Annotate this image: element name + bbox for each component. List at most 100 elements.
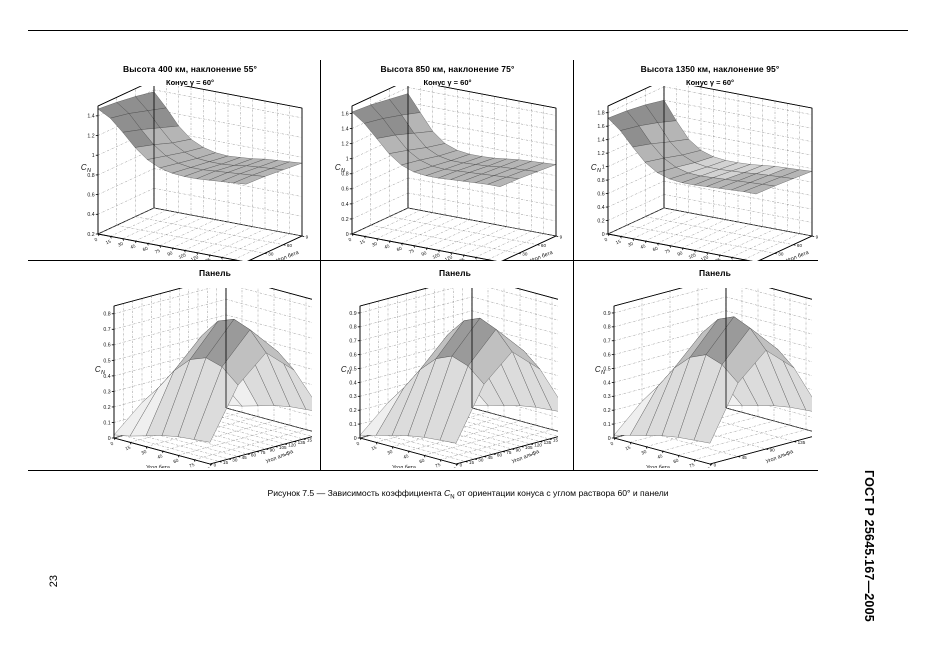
svg-text:0.7: 0.7 [103,327,110,333]
svg-text:0: 0 [602,232,605,238]
svg-text:30: 30 [627,241,634,248]
svg-text:1.8: 1.8 [597,111,604,117]
svg-text:1.2: 1.2 [597,151,604,157]
column-divider-1 [320,60,321,260]
svg-text:0.5: 0.5 [603,366,610,372]
svg-text:150: 150 [215,259,224,261]
svg-text:CN: CN [95,365,105,376]
svg-text:0: 0 [346,232,349,238]
svg-text:0.2: 0.2 [603,408,610,414]
svg-text:30: 30 [232,457,238,462]
svg-text:75: 75 [435,462,442,468]
svg-text:CN: CN [335,163,345,174]
svg-text:0.8: 0.8 [603,325,610,331]
svg-text:120: 120 [700,254,709,261]
svg-text:60: 60 [419,457,426,464]
panel-title-cone-1350: Высота 1350 км, наклонение 95° [640,64,780,74]
svg-text:0.9: 0.9 [349,311,356,317]
svg-text:105: 105 [178,252,187,260]
svg-text:0.2: 0.2 [349,408,356,414]
caption-symbol: C [444,488,451,498]
svg-text:0.8: 0.8 [87,173,94,179]
svg-text:45: 45 [488,455,494,460]
svg-text:90: 90 [205,466,212,468]
svg-text:1.4: 1.4 [597,138,604,144]
svg-text:30: 30 [387,449,394,456]
svg-text:1: 1 [602,165,605,171]
page-number: 23 [48,575,60,588]
svg-text:0.6: 0.6 [349,353,356,359]
svg-text:150: 150 [469,259,478,261]
svg-text:105: 105 [688,252,697,260]
svg-text:30: 30 [268,252,274,257]
svg-text:45: 45 [157,453,164,460]
svg-text:15: 15 [359,238,366,245]
svg-text:0.8: 0.8 [349,325,356,331]
svg-text:60: 60 [673,457,680,464]
svg-text:0.2: 0.2 [87,232,94,238]
svg-text:0.4: 0.4 [341,202,348,208]
svg-text:15: 15 [371,444,378,451]
figure-bottom-rule [28,470,818,471]
svg-text:0.4: 0.4 [349,380,356,386]
svg-text:0: 0 [110,441,115,447]
chart-cone-850: 0 0.2 0.4 0.6 0.8 1 1.2 1.4 1.6 0 15 30 45 60 75 90 105 1… [312,86,562,261]
chart-panel-400: 00.10.20.30.40.50.60.70.8015304560759001… [72,288,312,468]
svg-text:0.1: 0.1 [603,422,610,428]
svg-text:15: 15 [469,460,475,465]
svg-text:0: 0 [108,436,111,442]
svg-text:75: 75 [260,450,266,455]
svg-text:120: 120 [534,442,542,447]
svg-text:75: 75 [408,248,415,255]
caption-symbol-subscript: N [450,494,455,501]
svg-text:15: 15 [223,460,229,465]
surface-plot: 0 0.2 0.4 0.6 0.8 1 1.2 1.4 1.6 1.8 0 15 30 45 60 75 90 1… [591,86,818,261]
svg-text:CN: CN [341,365,351,376]
header-rule [28,30,908,31]
svg-text:0.6: 0.6 [341,187,348,193]
chart-panel-1350: 0 0.1 0.2 0.3 0.4 0.5 0.6 0.7 0.8 0.9 0 15 30 45 60 75 9… [572,288,812,468]
figure-caption: Рисунок 7.5 — Зависимость коэффициента C… [0,488,936,501]
svg-text:1: 1 [92,153,95,159]
svg-text:0.4: 0.4 [597,205,604,211]
svg-text:135: 135 [202,257,211,261]
svg-text:0.8: 0.8 [341,172,348,178]
svg-text:1.4: 1.4 [341,126,348,132]
svg-text:105: 105 [279,445,287,450]
svg-text:Угол бета: Угол бета [392,465,416,468]
svg-text:45: 45 [384,243,391,250]
svg-text:30: 30 [641,449,648,456]
chart-cone-1350: 0 0.2 0.4 0.6 0.8 1 1.2 1.4 1.6 1.8 0 15 30 45 60 75 90 1… [568,86,818,261]
surface-plot: 0.2 0.4 0.6 0.8 1 1.2 1.4 0 15 30 45 60 75 90 105 120 13… [81,86,308,261]
svg-text:105: 105 [525,445,533,450]
svg-text:90: 90 [705,466,712,468]
svg-text:30: 30 [117,241,124,248]
svg-text:0.7: 0.7 [603,339,610,345]
svg-text:0.4: 0.4 [603,380,610,386]
svg-text:1.4: 1.4 [87,114,94,120]
svg-text:CN: CN [81,163,91,174]
svg-text:75: 75 [189,462,196,468]
panel-title-cone-850: Высота 850 км, наклонение 75° [380,64,515,74]
svg-text:60: 60 [173,457,180,464]
svg-text:30: 30 [371,241,378,248]
surface-plot: 00.20.40.60.811.21.41.60 15 30 45 60 75 90 105 1… [335,86,562,261]
standard-number: ГОСТ Р 25645.167—2005 [862,470,876,622]
svg-text:45: 45 [657,453,664,460]
svg-text:75: 75 [689,462,696,468]
svg-text:0.7: 0.7 [349,339,356,345]
svg-text:Угол бета: Угол бета [785,250,809,261]
svg-text:0.2: 0.2 [341,217,348,223]
svg-text:45: 45 [742,455,748,460]
svg-text:45: 45 [640,243,647,250]
svg-text:60: 60 [142,245,149,252]
svg-text:120: 120 [190,254,199,261]
panel-title-panel-400: Панель [199,268,231,278]
svg-text:0: 0 [354,436,357,442]
caption-suffix: от ориентации конуса с углом раствора 60… [454,488,669,498]
svg-text:15: 15 [625,444,632,451]
svg-text:90: 90 [560,234,562,239]
svg-text:90: 90 [516,447,522,452]
chart-panel-850: 00.10.20.30.40.50.60.70.80.9015304560759… [318,288,558,468]
panel-subtitle-cone-400: Конус γ = 60° [166,78,214,87]
